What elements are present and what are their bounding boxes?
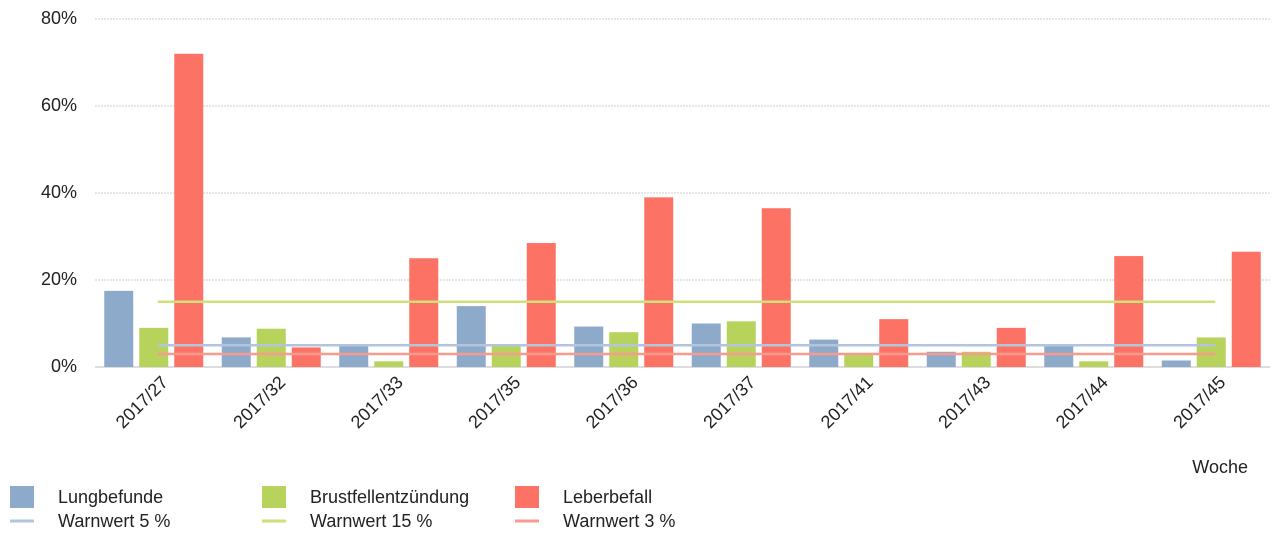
legend-label: Brustfellentzündung [310, 487, 469, 507]
legend-swatch [10, 486, 34, 508]
bar [139, 327, 169, 367]
bar [926, 351, 956, 367]
bar [574, 326, 604, 367]
bar [1231, 251, 1261, 367]
bar [996, 327, 1026, 367]
bar [291, 347, 321, 367]
bar [609, 332, 639, 367]
bar [961, 351, 991, 367]
bar [879, 319, 909, 367]
x-tick-label: 2017/44 [1052, 372, 1112, 432]
bar [1079, 361, 1109, 367]
bar [1196, 337, 1226, 367]
x-tick-label: 2017/37 [699, 372, 759, 432]
bar [221, 337, 251, 367]
y-tick-label: 40% [41, 182, 77, 202]
y-tick-label: 80% [41, 8, 77, 28]
x-tick-label: 2017/27 [112, 372, 172, 432]
bar [526, 243, 556, 367]
bar [761, 208, 791, 367]
legend-label: Lungbefunde [58, 487, 163, 507]
y-tick-label: 0% [51, 356, 77, 376]
legend-label: Warnwert 15 % [310, 511, 432, 531]
x-tick-label: 2017/35 [464, 372, 524, 432]
bar [409, 258, 439, 367]
y-tick-label: 20% [41, 269, 77, 289]
x-tick-label: 2017/33 [347, 372, 407, 432]
bar [1161, 360, 1191, 367]
bar [491, 345, 521, 367]
legend-swatch [262, 486, 286, 508]
x-tick-label: 2017/36 [582, 372, 642, 432]
bar [374, 361, 404, 367]
bar [1114, 256, 1144, 367]
bar [174, 53, 204, 368]
bar [456, 306, 486, 367]
x-tick-label: 2017/43 [934, 372, 994, 432]
bar [844, 353, 874, 367]
bar [104, 290, 134, 367]
x-tick-label: 2017/32 [229, 372, 289, 432]
legend-label: Warnwert 5 % [58, 511, 170, 531]
bar [339, 345, 369, 367]
legend-label: Leberbefall [563, 487, 652, 507]
y-tick-label: 60% [41, 95, 77, 115]
legend-label: Warnwert 3 % [563, 511, 675, 531]
bar [256, 328, 286, 367]
bar [644, 197, 674, 367]
legend-swatch [515, 486, 539, 508]
x-tick-label: 2017/45 [1169, 372, 1229, 432]
x-tick-label: 2017/41 [817, 372, 877, 432]
x-axis-label: Woche [1192, 457, 1248, 477]
bar [1044, 345, 1074, 367]
